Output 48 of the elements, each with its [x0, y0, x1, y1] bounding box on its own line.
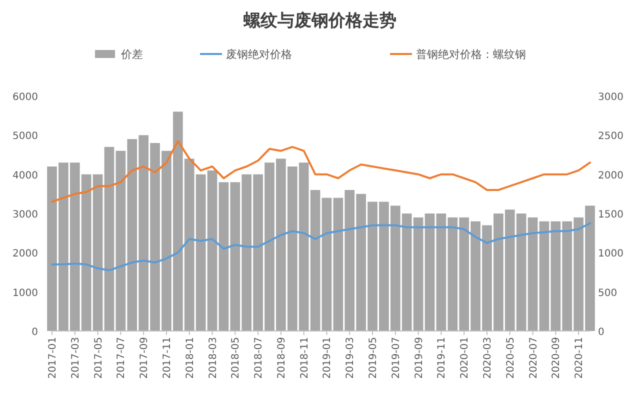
legend-label: 废钢绝对价格: [226, 48, 292, 61]
x-tick-label: 2018-09: [276, 337, 288, 379]
x-tick-label: 2020-03: [482, 337, 494, 379]
x-tick-label: 2019-01: [322, 337, 334, 379]
x-tick-label: 2019-07: [390, 337, 402, 379]
x-tick-label: 2018-11: [299, 337, 310, 379]
legend-label: 普钢绝对价格：螺纹钢: [416, 48, 526, 61]
x-tick-label: 2019-09: [414, 337, 425, 379]
x-tick-label: 2019-03: [345, 337, 356, 379]
y-tick-label: 4000: [12, 170, 38, 182]
y-tick-label: 5000: [12, 131, 38, 142]
y-tick-label: 1000: [12, 288, 38, 299]
x-tick-label: 2019-11: [436, 337, 448, 379]
x-tick-label: 2017-09: [139, 337, 150, 379]
x-tick-label: 2018-07: [254, 337, 265, 379]
bar: [104, 146, 114, 331]
y2-tick-label: 0: [598, 327, 604, 338]
y-tick-label: 6000: [12, 92, 38, 103]
x-tick-label: 2020-11: [574, 337, 586, 379]
x-tick-label: 2018-01: [184, 337, 196, 379]
x-tick-label: 2020-07: [528, 337, 540, 379]
y2-tick-label: 500: [598, 288, 618, 299]
x-tick-label: 2017-03: [70, 337, 82, 379]
y-tick-label: 0: [32, 327, 38, 338]
x-tick-label: 2017-01: [48, 337, 58, 379]
x-tick-label: 2018-05: [230, 337, 242, 379]
x-tick-label: 2018-03: [208, 337, 219, 379]
chart-title: 螺纹与废钢价格走势: [242, 11, 396, 31]
x-tick-label: 2020-05: [505, 337, 516, 379]
bar: [528, 217, 538, 331]
x-tick-label: 2017-07: [116, 337, 128, 379]
x-tick-label: 2020-09: [551, 337, 562, 379]
line-series: [51, 140, 591, 203]
legend-label: 价差: [120, 48, 143, 61]
y2-tick-label: 1000: [598, 248, 624, 260]
y2-tick-label: 1500: [598, 210, 624, 220]
x-tick-label: 2017-05: [93, 337, 104, 379]
line-series: [51, 222, 591, 272]
x-tick-label: 2017-11: [162, 337, 173, 379]
y2-tick-label: 2500: [598, 131, 624, 142]
y-tick-label: 2000: [12, 248, 38, 260]
bar: [424, 214, 435, 331]
y2-tick-label: 2000: [598, 170, 624, 182]
x-tick-label: 2020-01: [460, 337, 471, 379]
bar: [207, 170, 218, 331]
x-tick-label: 2019-05: [368, 337, 380, 379]
y2-tick-label: 3000: [598, 92, 624, 103]
y-tick-label: 3000: [12, 210, 38, 220]
